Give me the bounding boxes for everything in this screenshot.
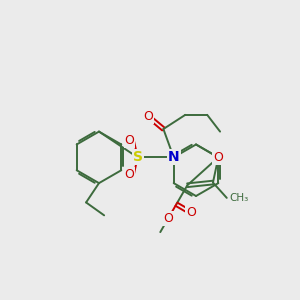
Text: O: O [163,212,173,225]
Text: N: N [168,150,179,164]
Text: CH₃: CH₃ [230,193,249,203]
Text: O: O [143,110,153,123]
Text: S: S [133,150,142,164]
Text: O: O [213,151,223,164]
Text: O: O [124,168,134,181]
Text: O: O [186,206,196,219]
Text: O: O [124,134,134,147]
